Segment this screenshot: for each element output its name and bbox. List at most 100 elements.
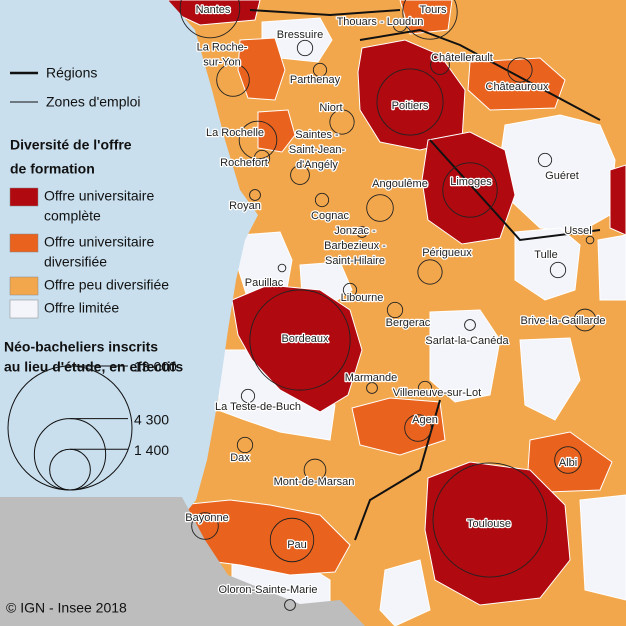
- place-circle: [342, 282, 358, 298]
- legend-title: de formation: [10, 161, 95, 177]
- legend-title: Néo-bacheliers inscrits: [4, 339, 158, 355]
- zones-diversified: [179, 0, 613, 576]
- legend-title: Diversité de l'offre: [10, 137, 132, 153]
- legend: Régions Zones d'emploi Diversité de l'offr…: [4, 65, 183, 491]
- place-circle: [356, 226, 368, 238]
- place-label: Brive-la-Gaillarde: [521, 315, 606, 327]
- place-label: Bressuire: [277, 29, 323, 41]
- legend-swatch: [9, 233, 39, 253]
- place-label: Guéret: [545, 170, 579, 182]
- place-circle: [314, 192, 330, 208]
- place-label: Pauillac: [245, 277, 284, 289]
- place-label: Limoges: [450, 176, 492, 188]
- circles: [179, 0, 597, 611]
- place-circle: [404, 414, 432, 442]
- place-circle: [507, 57, 533, 83]
- place-label: La Teste-de-Buch: [215, 401, 301, 413]
- place-label: Rochefort: [220, 157, 268, 169]
- place-circle: [249, 189, 261, 201]
- place-label: sur-Yon: [203, 56, 241, 68]
- place-circle: [537, 152, 553, 168]
- place-label: Royan: [229, 200, 261, 212]
- place-label: Dax: [230, 452, 250, 464]
- place-label: Villeneuve-sur-Lot: [393, 387, 481, 399]
- place-label: Mont-de-Marsan: [274, 476, 355, 488]
- place-circle: [392, 17, 408, 33]
- place-circle: [284, 599, 296, 611]
- legend-size-label: 4 300: [134, 411, 169, 427]
- place-label: La Rochelle: [206, 127, 264, 139]
- place-label: d'Angély: [296, 159, 338, 171]
- place-circle: [417, 380, 433, 396]
- place-label: Libourne: [341, 292, 384, 304]
- place-circle: [191, 512, 219, 540]
- place-circle: [290, 165, 310, 185]
- legend-category-label: Offre limitée: [44, 300, 119, 316]
- place-circle: [366, 382, 378, 394]
- place-circle: [585, 235, 595, 245]
- place-circle: [464, 319, 476, 331]
- legend-line-label: Régions: [46, 65, 97, 81]
- place-label: Nantes: [196, 4, 231, 16]
- place-label: Cognac: [311, 210, 349, 222]
- place-circle: [573, 308, 597, 332]
- place-label: Tours: [420, 4, 447, 16]
- place-circle: [312, 62, 328, 78]
- place-circle: [249, 289, 351, 391]
- legend-size-label: 13 000: [134, 359, 177, 375]
- place-label: Parthenay: [290, 74, 341, 86]
- place-label: La Roche-: [197, 41, 248, 53]
- credit: © IGN - Insee 2018: [6, 600, 127, 616]
- legend-size-label: 1 400: [134, 442, 169, 458]
- place-circle: [386, 301, 404, 319]
- place-circle: [417, 259, 443, 285]
- place-label: Jonzac -: [334, 225, 376, 237]
- place-label: Pau: [287, 539, 307, 551]
- legend-category-label: Offre universitaire: [44, 234, 154, 250]
- place-label: Niort: [319, 102, 342, 114]
- legend-swatch: [9, 187, 39, 207]
- place-label: Albi: [559, 457, 577, 469]
- legend-category-label: complète: [44, 208, 101, 224]
- place-circle: [402, 0, 458, 40]
- place-circle: [240, 388, 256, 404]
- place-label: Agen: [412, 414, 438, 426]
- legend-line-label: Zones d'emploi: [46, 94, 141, 110]
- place-circle: [329, 109, 355, 135]
- place-circle: [303, 458, 327, 482]
- place-label: Saintes -: [295, 129, 339, 141]
- legend-swatch: [9, 276, 39, 296]
- spain: [0, 497, 365, 626]
- place-circle: [554, 446, 582, 474]
- place-label: Barbezieux -: [324, 240, 386, 252]
- place-circle: [296, 39, 314, 57]
- place-label: Saint-Hilaire: [325, 255, 385, 267]
- place-label: Châteauroux: [486, 81, 549, 93]
- place-label: Poitiers: [392, 100, 429, 112]
- place-label: Ussel: [564, 225, 592, 237]
- place-circle: [269, 517, 315, 563]
- place-circle: [253, 149, 271, 167]
- sea: [0, 0, 258, 515]
- place-circle: [236, 436, 254, 454]
- place-circle: [238, 120, 278, 160]
- place-label: Bergerac: [386, 317, 431, 329]
- place-circle: [179, 0, 241, 39]
- place-circle: [366, 194, 394, 222]
- legend-swatch: [9, 299, 39, 319]
- place-label: Oloron-Sainte-Marie: [218, 584, 317, 596]
- place-label: Sarlat-la-Canéda: [425, 335, 509, 347]
- place-label: Thouars - Loudun: [337, 16, 424, 28]
- legend-category-label: Offre universitaire: [44, 188, 154, 204]
- place-label: Marmande: [345, 372, 398, 384]
- place-circle: [376, 68, 444, 136]
- place-label: Tulle: [534, 249, 557, 261]
- place-circle: [277, 263, 287, 273]
- place-circle: [430, 55, 450, 75]
- legend-category-label: diversifiée: [44, 254, 107, 270]
- place-circle: [432, 462, 548, 578]
- place-label: Châtellerault: [431, 52, 493, 64]
- place-label: Bayonne: [185, 512, 228, 524]
- place-label: Saint-Jean-: [289, 144, 346, 156]
